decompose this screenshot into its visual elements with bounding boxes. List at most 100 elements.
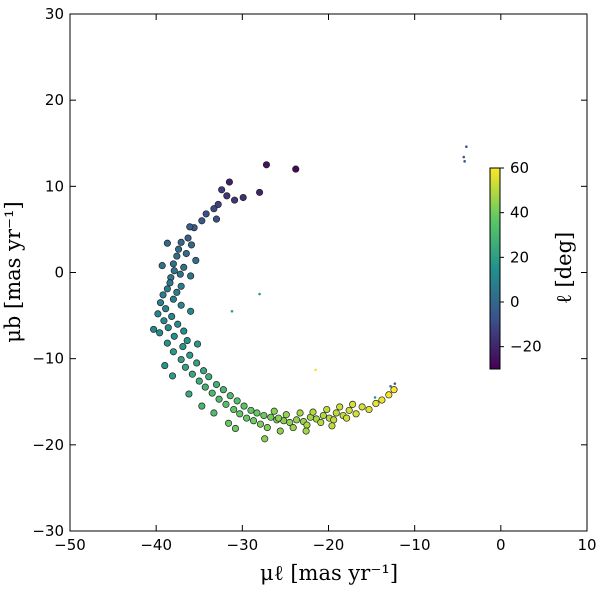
stream-point	[239, 193, 247, 202]
stream-point	[181, 363, 190, 371]
stream-point	[212, 380, 221, 389]
stream-point	[187, 241, 196, 249]
stream-point	[170, 267, 178, 275]
x-tick-label: −30	[227, 536, 259, 554]
colorbar-tick-label: 40	[510, 204, 529, 222]
stream-point	[214, 200, 222, 208]
stream-point	[253, 409, 261, 417]
stream-point	[177, 282, 185, 290]
stream-point	[154, 310, 162, 318]
stream-point	[201, 383, 209, 391]
faint-point	[462, 155, 466, 159]
stream-point	[345, 406, 353, 414]
y-tick-label: 30	[45, 5, 64, 23]
stream-point	[210, 205, 218, 213]
colorbar-tick-label: −20	[510, 338, 542, 356]
stream-point	[184, 234, 192, 242]
stream-point	[296, 409, 304, 417]
stream-point	[173, 288, 181, 296]
faint-point	[258, 292, 261, 296]
stream-point	[164, 324, 172, 332]
stream-point	[323, 405, 331, 414]
stream-point	[210, 409, 218, 417]
x-tick-label: −50	[54, 536, 86, 554]
colorbar-tick-label: 20	[510, 248, 529, 266]
stream-point	[193, 359, 201, 367]
stream-point	[352, 410, 360, 418]
stream-point	[256, 420, 264, 428]
y-tick-label: 20	[45, 91, 64, 109]
stream-point	[270, 407, 278, 415]
colorbar-tick-label: 0	[510, 293, 520, 311]
plot-frame	[69, 13, 588, 532]
x-tick-label: −40	[140, 536, 172, 554]
stream-point	[224, 419, 233, 427]
faint-point	[465, 145, 468, 148]
stream-point	[174, 320, 182, 328]
stream-point	[365, 405, 373, 414]
stream-point	[156, 329, 164, 337]
stream-point	[260, 411, 268, 420]
stream-point	[292, 165, 300, 173]
stream-point	[378, 396, 386, 404]
stream-point	[222, 400, 230, 408]
y-axis-label: μb [mas yr⁻¹]	[1, 201, 25, 342]
stream-point	[274, 414, 283, 422]
stream-point	[343, 414, 351, 422]
faint-point	[389, 384, 392, 388]
stream-point	[390, 386, 398, 394]
stream-point	[225, 178, 233, 186]
stream-point	[159, 291, 167, 299]
stream-point	[202, 210, 210, 218]
stream-point	[160, 317, 168, 325]
stream-point	[166, 279, 174, 287]
stream-point	[163, 285, 171, 293]
x-tick-label: 10	[577, 536, 596, 554]
stream-point	[176, 270, 184, 278]
faint-point	[230, 309, 234, 313]
stream-point	[289, 424, 297, 432]
stream-point	[302, 427, 310, 435]
stream-point	[186, 351, 194, 359]
x-axis: −50 −40 −30 −20 −10 0 10	[54, 14, 597, 554]
stream-point	[180, 263, 188, 271]
stream-point	[243, 414, 251, 422]
stream-point	[188, 370, 196, 378]
stream-point	[240, 402, 248, 410]
stream-point	[276, 427, 284, 435]
x-tick-label: −10	[399, 536, 431, 554]
stream-point	[161, 362, 169, 370]
stream-point	[247, 406, 255, 414]
faint-point	[463, 160, 466, 163]
colorbar-gradient	[489, 167, 501, 370]
stream-point	[169, 295, 177, 303]
stream-point	[336, 403, 344, 411]
stream-point	[215, 395, 223, 403]
stream-point	[163, 239, 171, 247]
stream-point	[226, 392, 234, 400]
stream-point	[263, 424, 271, 432]
stream-point	[177, 355, 185, 364]
y-tick-label: 0	[54, 264, 64, 282]
y-axis: −30 −20 −10 0 10 20 30	[32, 5, 587, 540]
stream-point	[256, 188, 264, 196]
stream-point	[177, 301, 185, 309]
x-tick-label: 0	[496, 536, 506, 554]
stream-point	[198, 217, 206, 225]
stream-point	[156, 299, 165, 307]
stream-point	[372, 399, 380, 408]
colorbar-ticks: −20 0 20 40 60	[500, 159, 542, 356]
stream-point	[205, 373, 213, 381]
stream-point	[282, 411, 290, 419]
stream-point	[168, 312, 176, 320]
stream-point	[150, 325, 158, 333]
stream-point	[303, 421, 311, 429]
stream-point	[168, 372, 177, 380]
stream-point	[192, 256, 200, 264]
stream-point	[349, 400, 357, 408]
stream-point	[319, 411, 327, 420]
stream-point	[183, 337, 191, 345]
stream-point	[180, 327, 188, 335]
stream-point	[175, 245, 183, 253]
stream-point	[186, 223, 194, 231]
